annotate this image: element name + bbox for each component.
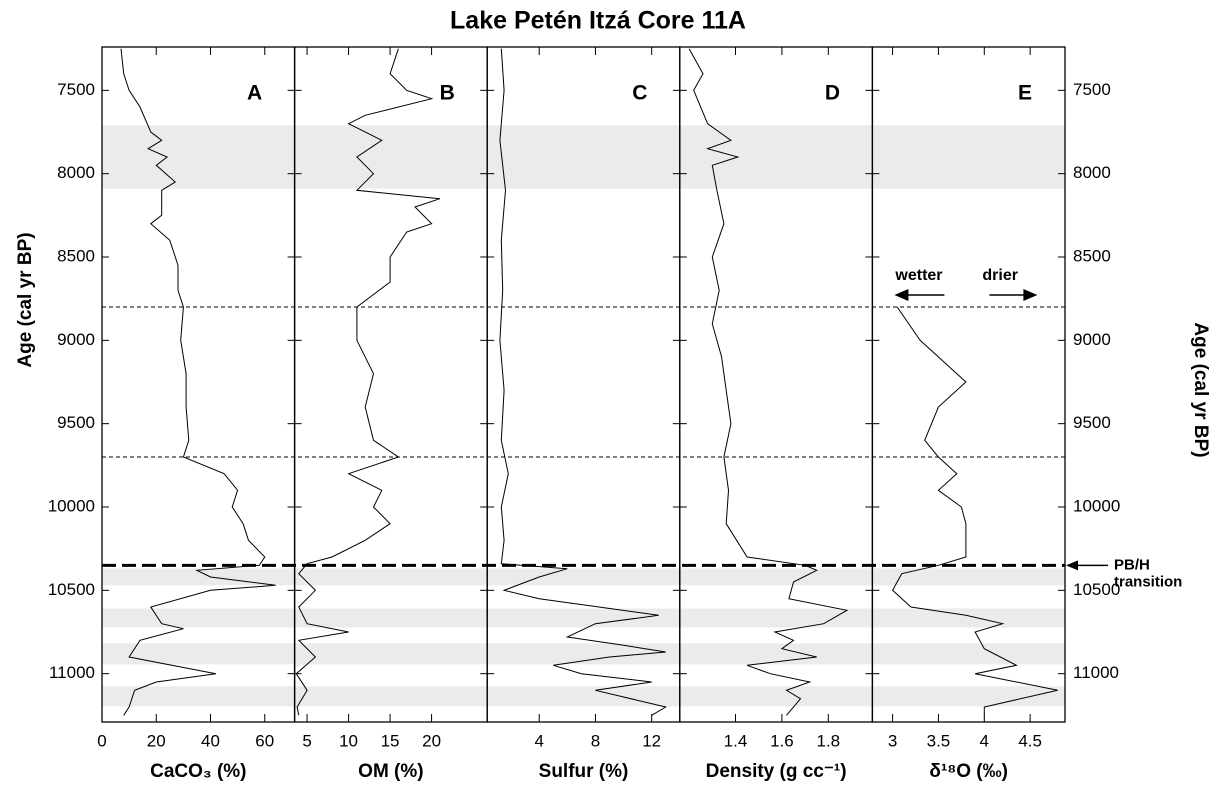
y-axis-label: Age (cal yr BP) xyxy=(15,232,36,367)
x-tick-label: 3 xyxy=(888,731,897,750)
panel-frame xyxy=(871,46,1066,723)
x-tick-label: 1.6 xyxy=(770,731,794,750)
x-tick-label: 1.4 xyxy=(724,731,748,750)
data-line xyxy=(891,306,1058,716)
panel-letter: C xyxy=(632,82,647,105)
x-axis-label: Sulfur (%) xyxy=(539,761,629,782)
y-tick-label-right: 10000 xyxy=(1073,496,1120,515)
y-tick-label-right: 9000 xyxy=(1073,330,1111,349)
x-tick-label: 4.5 xyxy=(1018,731,1042,750)
y-axis-label-right: Age (cal yr BP) xyxy=(1190,322,1211,457)
panel-letter: E xyxy=(1018,82,1032,105)
x-tick-label: 5 xyxy=(302,731,311,750)
data-line xyxy=(295,48,441,716)
y-tick-label-right: 11000 xyxy=(1073,663,1119,682)
y-tick-label: 7500 xyxy=(57,80,95,99)
x-tick-label: 60 xyxy=(255,731,274,750)
x-tick-label: 40 xyxy=(201,731,220,750)
y-tick-label: 9500 xyxy=(57,413,95,432)
x-tick-label: 4 xyxy=(534,731,543,750)
y-tick-label: 11000 xyxy=(49,663,95,682)
y-tick-label: 9000 xyxy=(57,330,95,349)
x-axis-label: δ¹⁸O (‰) xyxy=(929,761,1008,782)
y-tick-label: 8000 xyxy=(57,163,95,182)
shaded-band xyxy=(102,568,1065,586)
shaded-band xyxy=(102,608,1065,628)
x-tick-label: 10 xyxy=(339,731,358,750)
x-axis-label: OM (%) xyxy=(358,761,423,782)
y-tick-label: 8500 xyxy=(57,246,95,265)
arrow-head xyxy=(1023,289,1038,301)
x-tick-label: 15 xyxy=(381,731,400,750)
panel-letter: A xyxy=(247,82,262,105)
y-tick-label-right: 8500 xyxy=(1073,246,1111,265)
y-tick-label-right: 9500 xyxy=(1073,413,1111,432)
x-tick-label: 3.5 xyxy=(927,731,951,750)
y-tick-label-right: 8000 xyxy=(1073,163,1111,182)
panel-letter: D xyxy=(825,82,840,105)
transition-label: PB/H xyxy=(1114,556,1150,573)
y-tick-label-right: 7500 xyxy=(1073,80,1111,99)
shaded-band xyxy=(102,125,1065,189)
transition-label: transition xyxy=(1114,573,1182,590)
data-line xyxy=(120,48,276,716)
shaded-band xyxy=(102,686,1065,707)
x-tick-label: 4 xyxy=(980,731,989,750)
x-tick-label: 1.8 xyxy=(816,731,840,750)
shaded-band xyxy=(102,643,1065,665)
x-tick-label: 0 xyxy=(97,731,106,750)
chart-title: Lake Petén Itzá Core 11A xyxy=(450,7,746,35)
x-tick-label: 20 xyxy=(422,731,441,750)
data-line xyxy=(499,48,668,716)
y-tick-label: 10000 xyxy=(48,496,95,515)
x-tick-label: 8 xyxy=(591,731,600,750)
arrow-head xyxy=(1066,560,1078,571)
data-line xyxy=(688,48,849,716)
x-axis-label: CaCO₃ (%) xyxy=(150,761,246,782)
x-tick-label: 12 xyxy=(642,731,661,750)
wetter-label: wetter xyxy=(894,267,942,284)
y-tick-label: 10500 xyxy=(48,580,95,599)
y-tick-label-right: 10500 xyxy=(1073,580,1120,599)
x-tick-label: 20 xyxy=(147,731,166,750)
drier-label: drier xyxy=(982,267,1018,284)
panel-letter: B xyxy=(440,82,455,105)
arrow-head xyxy=(894,289,909,301)
x-axis-label: Density (g cc⁻¹) xyxy=(706,761,847,782)
